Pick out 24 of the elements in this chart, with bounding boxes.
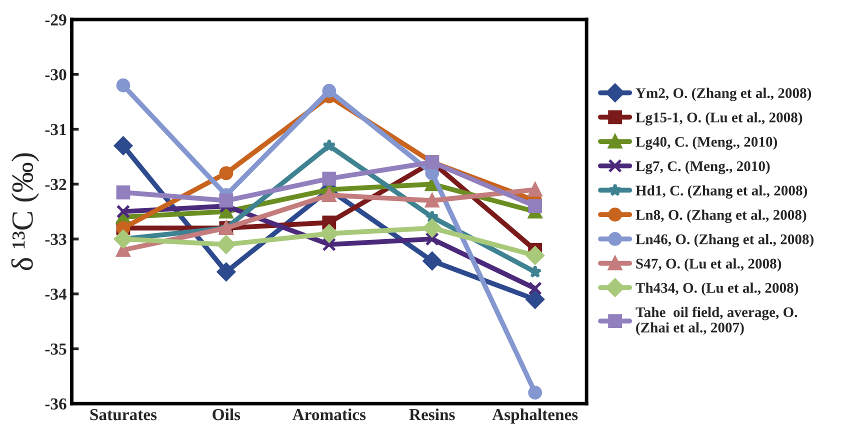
legend-label: Ym2, O. (Zhang et al., 2008) — [636, 88, 812, 102]
y-tick-label: -35 — [45, 343, 66, 355]
x-tick-label: Asphaltenes — [492, 408, 578, 424]
y-tick-label: -29 — [45, 14, 66, 26]
x-tick-label: Resins — [409, 408, 455, 420]
y-tick-label: -34 — [45, 288, 67, 300]
legend-label: Tahe oil field, average, O. (Zhai et al., 2007) — [636, 306, 798, 336]
legend-label: Ln8, O. (Zhang et al., 2008) — [636, 210, 806, 223]
y-axis-title: δ ¹³C (‰) — [11, 153, 40, 270]
y-tick-label: -32 — [45, 178, 66, 190]
legend-label: Hd1, C. (Zhang et al., 2008) — [636, 185, 808, 199]
legend-label: S47, O. (Lu et al., 2008) — [636, 258, 782, 272]
legend-label: Lg15-1, O. (Lu et al., 2008) — [636, 112, 802, 126]
x-tick-label: Saturates — [90, 409, 157, 420]
y-tick-label: -33 — [45, 234, 66, 245]
y-tick-label: -30 — [45, 69, 66, 80]
y-tick-label: -36 — [45, 398, 66, 410]
x-tick-label: Oils — [212, 408, 240, 420]
legend-label: Ln46, O. (Zhang et al., 2008) — [636, 234, 814, 248]
legend-label: Lg7, C. (Meng., 2010) — [636, 160, 770, 174]
y-tick-label: -31 — [45, 124, 66, 136]
legend-label: Lg40, C. (Meng., 2010) — [636, 136, 778, 150]
legend-label: Th434, O. (Lu et al., 2008) — [636, 282, 798, 296]
x-tick-label: Aromatics — [292, 408, 366, 420]
